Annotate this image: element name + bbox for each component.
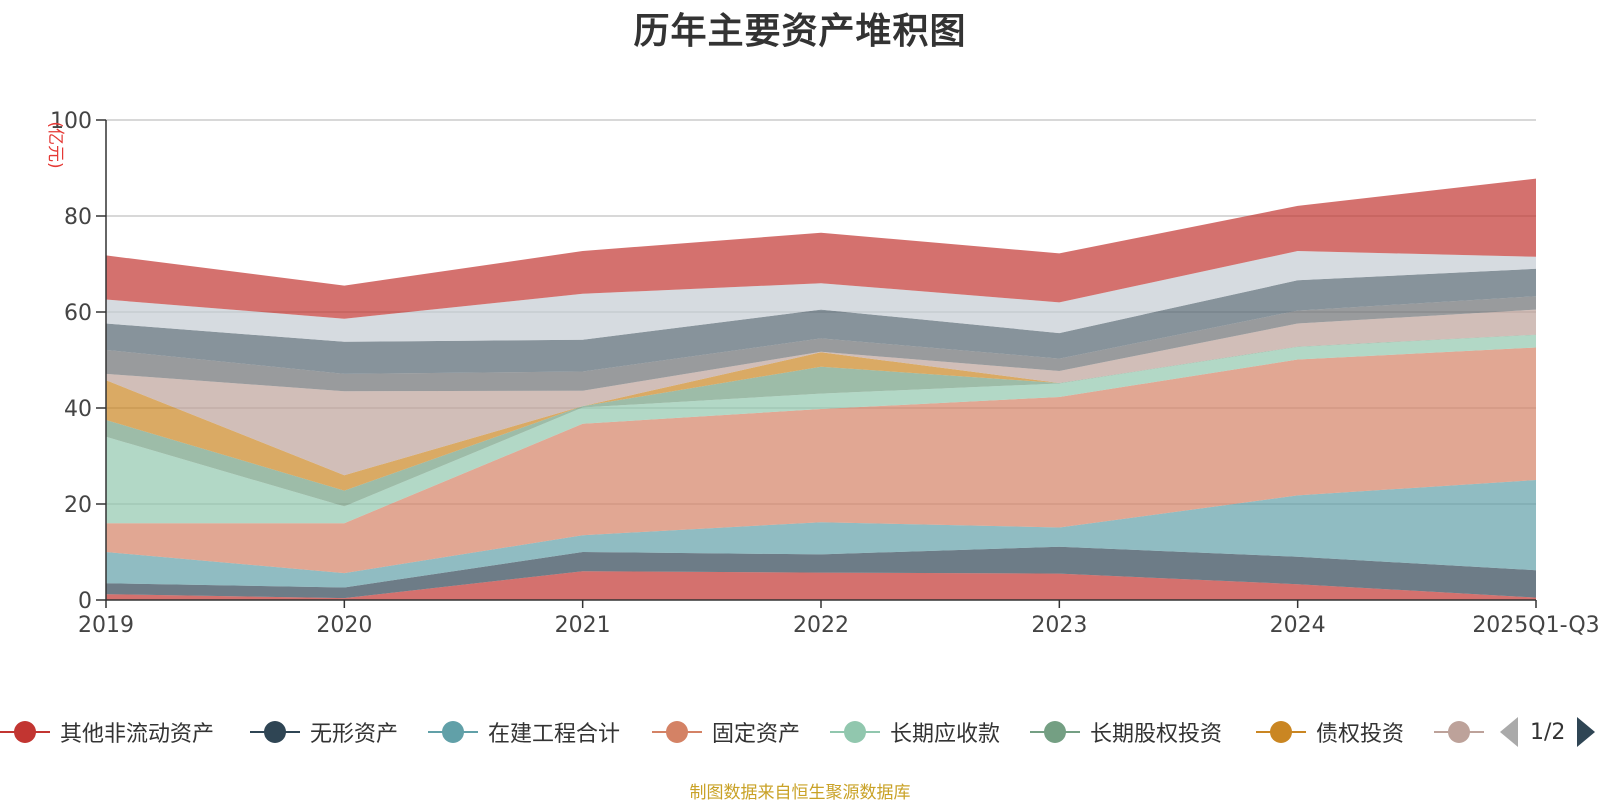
legend-label: 长期股权投资 bbox=[1090, 722, 1223, 747]
legend-label: 债权投资 bbox=[1316, 722, 1405, 747]
data-source-note: 制图数据来自恒生聚源数据库 bbox=[689, 783, 911, 803]
area-series-4[interactable] bbox=[106, 335, 1536, 524]
legend-item[interactable]: 无形资产 bbox=[250, 712, 398, 752]
y-axis-unit-label: (亿元) bbox=[45, 121, 65, 168]
legend: 其他非流动资产 无形资产 在建工程合计 固定资产 长期应收款 长期股权投资 债权投资 bbox=[0, 712, 1600, 752]
legend-item[interactable]: 债权投资 bbox=[1256, 712, 1404, 752]
area-layer bbox=[106, 178, 1536, 600]
legend-label: 在建工程合计 bbox=[488, 722, 621, 747]
area-series-11[interactable] bbox=[106, 178, 1536, 319]
legend-item[interactable]: 固定资产 bbox=[652, 712, 800, 752]
area-series-1[interactable] bbox=[106, 546, 1536, 599]
legend-marker-icon bbox=[1434, 712, 1484, 752]
x-tick-label: 2022 bbox=[793, 613, 849, 638]
area-series-7[interactable] bbox=[106, 309, 1536, 476]
x-tick-label: 2019 bbox=[78, 613, 134, 638]
area-series-10[interactable] bbox=[106, 251, 1536, 342]
legend-item[interactable]: 在建工程合计 bbox=[428, 712, 620, 752]
legend-pager: 1/2 bbox=[1500, 712, 1596, 752]
x-tick-label: 2024 bbox=[1270, 613, 1326, 638]
area-series-5[interactable] bbox=[106, 334, 1536, 507]
legend-page-indicator: 1/2 bbox=[1530, 719, 1566, 745]
area-series-9[interactable] bbox=[106, 268, 1536, 374]
legend-marker-icon bbox=[250, 712, 300, 752]
chart-title: 历年主要资产堆积图 bbox=[633, 11, 967, 52]
x-tick-label: 2025Q1-Q3 bbox=[1472, 613, 1599, 638]
legend-item[interactable]: 长期股权投资 bbox=[1030, 712, 1222, 752]
legend-label: 长期应收款 bbox=[890, 722, 1001, 747]
legend-label: 固定资产 bbox=[712, 722, 801, 747]
legend-marker-icon bbox=[830, 712, 880, 752]
legend-marker-icon bbox=[428, 712, 478, 752]
x-tick-label: 2020 bbox=[316, 613, 372, 638]
legend-next-page-icon[interactable] bbox=[1577, 717, 1596, 747]
legend-marker-icon bbox=[1030, 712, 1080, 752]
legend-prev-page-icon[interactable] bbox=[1500, 717, 1518, 747]
area-series-0[interactable] bbox=[106, 571, 1536, 600]
legend-item[interactable]: 其他非流动资产 bbox=[0, 712, 214, 752]
legend-label: 其他非流动资产 bbox=[60, 722, 215, 747]
x-tick-label: 2023 bbox=[1031, 613, 1087, 638]
y-tick-label: 80 bbox=[64, 205, 92, 230]
area-series-8[interactable] bbox=[106, 296, 1536, 392]
y-tick-label: 60 bbox=[64, 301, 92, 326]
y-tick-label: 20 bbox=[64, 493, 92, 518]
legend-marker-icon bbox=[652, 712, 702, 752]
legend-label: 无形资产 bbox=[310, 722, 399, 747]
x-tick-label: 2021 bbox=[555, 613, 611, 638]
y-tick-label: 0 bbox=[78, 589, 92, 614]
axes: 0 20 40 60 80 100 2019 2020 2021 2022 2023 2024 2025… bbox=[50, 109, 1600, 638]
y-tick-label: 40 bbox=[64, 397, 92, 422]
y-tick-label: 100 bbox=[50, 109, 92, 134]
stacked-area-chart: 0 20 40 60 80 100 2019 2020 2021 2022 2023 2024 2025… bbox=[45, 109, 1600, 638]
legend-marker-icon bbox=[0, 712, 50, 752]
area-series-3[interactable] bbox=[106, 347, 1536, 574]
legend-marker-icon bbox=[1256, 712, 1306, 752]
legend-item[interactable]: 长期应收款 bbox=[830, 712, 1000, 752]
legend-item[interactable] bbox=[1434, 712, 1484, 752]
area-series-6[interactable] bbox=[106, 334, 1536, 491]
area-series-2[interactable] bbox=[106, 480, 1536, 588]
